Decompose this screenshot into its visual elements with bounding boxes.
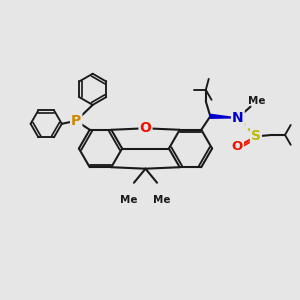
Text: Me: Me [153,195,171,205]
Text: O: O [232,140,243,153]
Text: Me: Me [248,96,265,106]
Text: P: P [71,114,81,128]
Text: O: O [140,121,152,135]
Text: Me: Me [120,195,138,205]
Text: N: N [232,111,244,125]
Text: S: S [251,129,261,143]
Polygon shape [210,114,236,118]
